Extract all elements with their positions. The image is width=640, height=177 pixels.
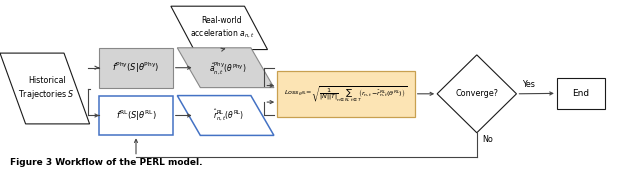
FancyBboxPatch shape <box>99 96 173 135</box>
Text: Converge?: Converge? <box>455 89 499 98</box>
FancyBboxPatch shape <box>99 48 173 88</box>
Text: $f^{\rm Phy}(S|\theta^{\rm Phy})$: $f^{\rm Phy}(S|\theta^{\rm Phy})$ <box>113 61 159 75</box>
Polygon shape <box>177 48 274 88</box>
Text: Yes: Yes <box>522 80 534 88</box>
Text: $\hat{a}^{\rm Phy}_{n,t}(\theta^{\rm Phy})$: $\hat{a}^{\rm Phy}_{n,t}(\theta^{\rm Phy… <box>209 60 247 76</box>
Text: $Loss_{\theta^{RL}}\!=\!\sqrt{\dfrac{1}{|N||T|}\!\sum_{n\in N,t\in T}\!\!\left(r: $Loss_{\theta^{RL}}\!=\!\sqrt{\dfrac{1}{… <box>284 84 408 104</box>
Text: Historical
Trajectories $S$: Historical Trajectories $S$ <box>19 76 75 101</box>
Polygon shape <box>437 55 516 133</box>
FancyBboxPatch shape <box>557 78 605 109</box>
Polygon shape <box>0 53 90 124</box>
Text: Figure 3 Workflow of the PERL model.: Figure 3 Workflow of the PERL model. <box>10 158 202 167</box>
Text: No: No <box>482 135 493 144</box>
Text: Real-world
acceleration $a_{n,t}$: Real-world acceleration $a_{n,t}$ <box>189 16 254 40</box>
Text: $\hat{r}^{\rm RL}_{n,t}(\theta^{\rm RL})$: $\hat{r}^{\rm RL}_{n,t}(\theta^{\rm RL})… <box>212 108 244 123</box>
Polygon shape <box>171 6 268 50</box>
Text: End: End <box>572 89 589 98</box>
FancyBboxPatch shape <box>277 71 415 117</box>
Text: $f^{\rm RL}(S|\theta^{\rm RL})$: $f^{\rm RL}(S|\theta^{\rm RL})$ <box>116 108 156 123</box>
Polygon shape <box>177 96 274 135</box>
